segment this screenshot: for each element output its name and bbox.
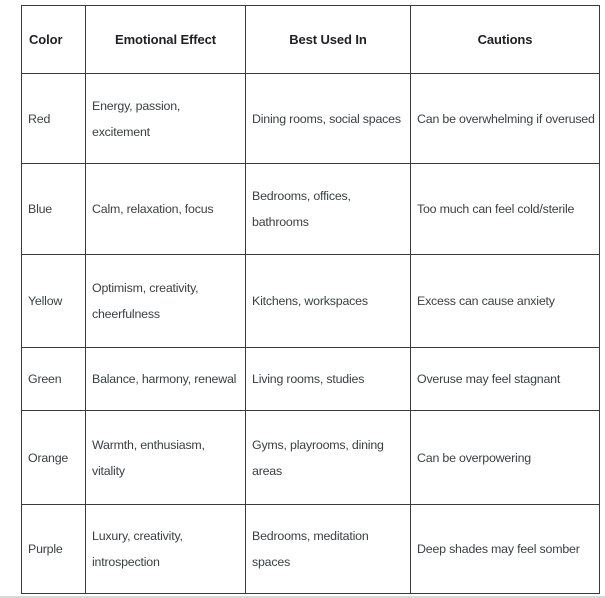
table-header-row: Color Emotional Effect Best Used In Caut… — [21, 5, 600, 74]
cell-color-name: Purple — [21, 504, 86, 594]
table-row-blue: Blue Calm, relaxation, focus Bedrooms, o… — [21, 163, 600, 255]
cell-color-name: Orange — [21, 410, 86, 505]
cell-cautions: Can be overwhelming if overused — [410, 73, 600, 164]
cell-emotional-effect: Calm, relaxation, focus — [85, 163, 246, 255]
column-header-best-used-in: Best Used In — [245, 5, 411, 74]
cell-color-name: Blue — [21, 163, 86, 255]
cell-color-name: Yellow — [21, 254, 86, 348]
cell-best-used-in: Bedrooms, offices, bathrooms — [245, 163, 411, 255]
cell-emotional-effect: Balance, harmony, renewal — [85, 347, 246, 411]
table-row-purple: Purple Luxury, creativity, introspection… — [21, 504, 600, 594]
column-header-cautions: Cautions — [410, 5, 600, 74]
cell-best-used-in: Gyms, playrooms, dining areas — [245, 410, 411, 505]
cell-best-used-in: Living rooms, studies — [245, 347, 411, 411]
cell-cautions: Overuse may feel stagnant — [410, 347, 600, 411]
cell-color-name: Red — [21, 73, 86, 164]
table-container: Color Emotional Effect Best Used In Caut… — [21, 5, 600, 594]
table-row-red: Red Energy, passion, excitement Dining r… — [21, 73, 600, 164]
cell-best-used-in: Bedrooms, meditation spaces — [245, 504, 411, 594]
cell-emotional-effect: Luxury, creativity, introspection — [85, 504, 246, 594]
cell-emotional-effect: Optimism, creativity, cheerfulness — [85, 254, 246, 348]
cell-cautions: Can be overpowering — [410, 410, 600, 505]
cell-emotional-effect: Energy, passion, excitement — [85, 73, 246, 164]
cell-cautions: Deep shades may feel somber — [410, 504, 600, 594]
cell-cautions: Too much can feel cold/sterile — [410, 163, 600, 255]
cell-best-used-in: Kitchens, workspaces — [245, 254, 411, 348]
column-header-emotional-effect: Emotional Effect — [85, 5, 246, 74]
cell-emotional-effect: Warmth, enthusiasm, vitality — [85, 410, 246, 505]
cell-best-used-in: Dining rooms, social spaces — [245, 73, 411, 164]
screenshot-bottom-edge — [0, 596, 605, 598]
color-psychology-table: Color Emotional Effect Best Used In Caut… — [21, 5, 600, 594]
table-row-orange: Orange Warmth, enthusiasm, vitality Gyms… — [21, 410, 600, 505]
cell-cautions: Excess can cause anxiety — [410, 254, 600, 348]
cell-color-name: Green — [21, 347, 86, 411]
table-row-yellow: Yellow Optimism, creativity, cheerfulnes… — [21, 254, 600, 348]
column-header-color: Color — [21, 5, 86, 74]
table-row-green: Green Balance, harmony, renewal Living r… — [21, 347, 600, 411]
